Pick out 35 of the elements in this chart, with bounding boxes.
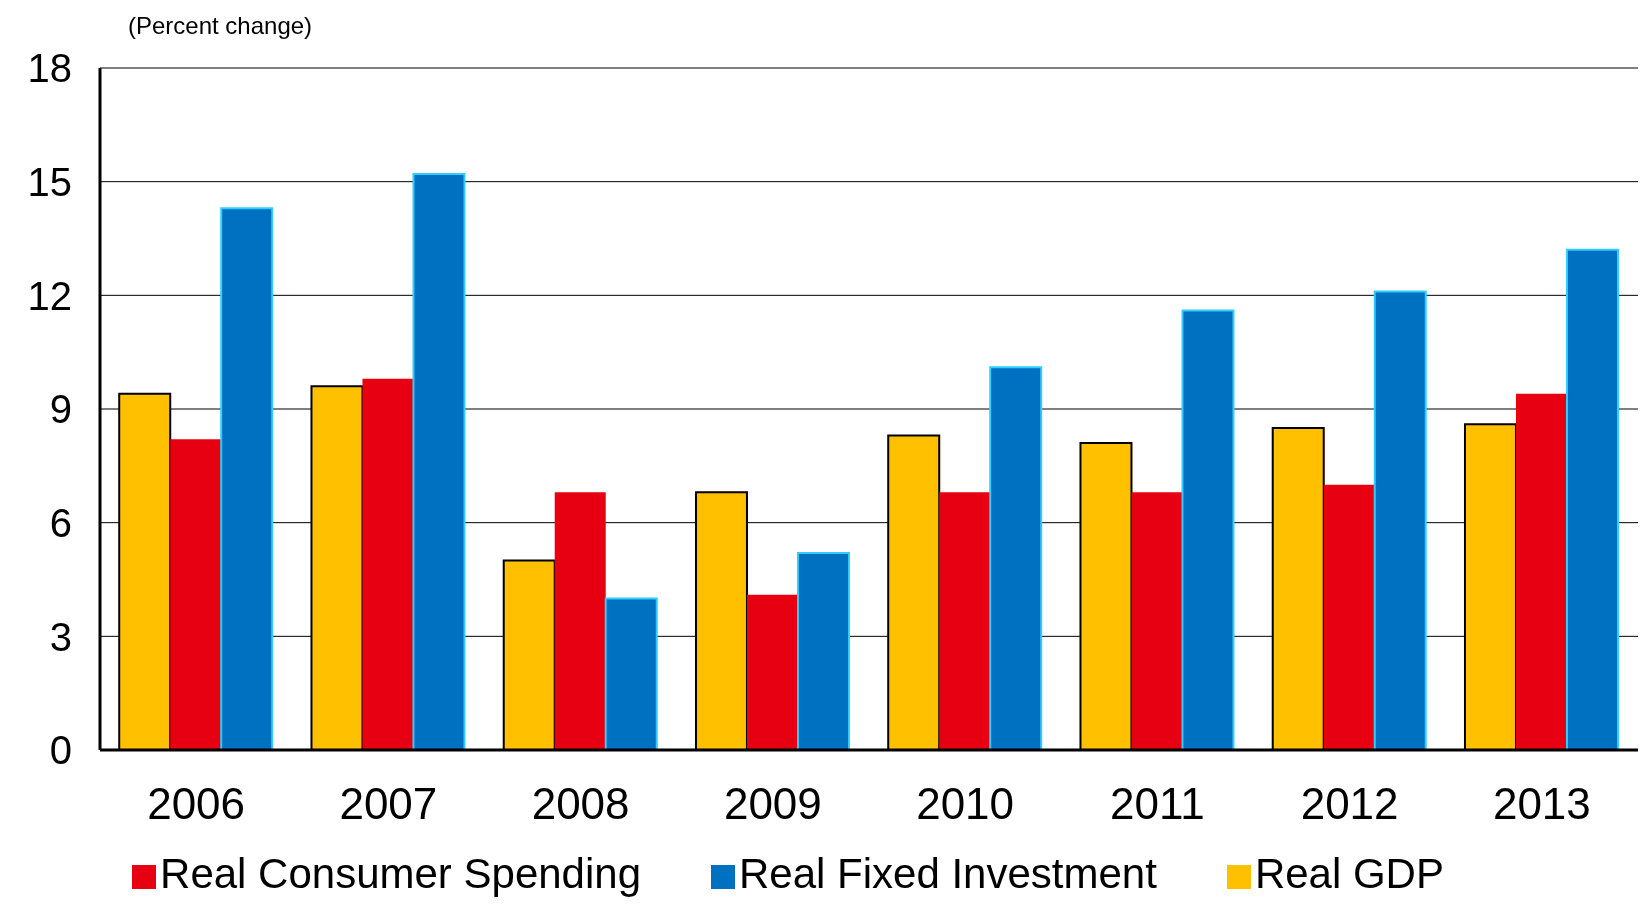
x-tick-label: 2013 [1492, 779, 1591, 829]
bar [412, 173, 466, 750]
bar [1515, 393, 1567, 750]
y-tick-label: 0 [49, 728, 72, 773]
bar [554, 492, 606, 750]
bar [1565, 248, 1619, 750]
legend-label: Real Fixed Investment [739, 850, 1157, 897]
y-axis-title: (Percent change) [128, 12, 313, 40]
y-tick-label: 18 [27, 46, 72, 91]
bar [1131, 492, 1183, 750]
bar [746, 594, 798, 750]
bar [220, 207, 274, 750]
bar [796, 551, 850, 750]
y-tick-label: 12 [27, 273, 72, 318]
y-tick-label: 15 [27, 159, 72, 204]
bar [1181, 309, 1235, 750]
legend-label: Real GDP [1254, 850, 1444, 897]
bar [604, 597, 658, 750]
x-tick-label: 2008 [531, 779, 630, 829]
x-tick-label: 2006 [147, 779, 246, 829]
bar [170, 439, 222, 750]
bar [1323, 484, 1375, 750]
y-tick-label: 6 [49, 500, 72, 545]
bar [362, 378, 414, 750]
bar [1373, 290, 1427, 750]
x-tick-label: 2012 [1300, 779, 1399, 829]
bar [939, 492, 991, 750]
x-tick-label: 2007 [339, 779, 438, 829]
x-tick-label: 2009 [723, 779, 822, 829]
legend-label: Real Consumer Spending [160, 850, 642, 897]
bar [989, 366, 1043, 750]
y-tick-label: 3 [49, 614, 72, 659]
x-tick-label: 2010 [916, 779, 1015, 829]
y-tick-label: 9 [49, 387, 72, 432]
x-tick-label: 2011 [1110, 779, 1205, 829]
